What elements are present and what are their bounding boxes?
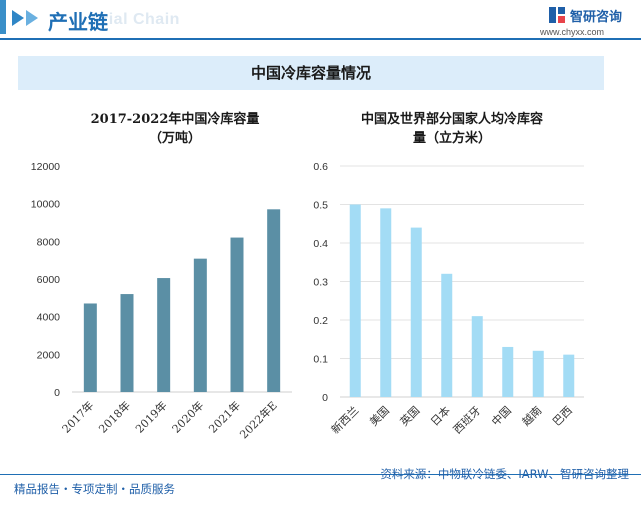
- section-title: 产业链: [48, 10, 108, 34]
- y-tick-label-left: 12000: [31, 161, 60, 173]
- brand-logo-icon: [549, 7, 565, 23]
- chart-title-left-line2: （万吨）: [148, 131, 201, 146]
- x-tick-label-left: 2018年: [96, 398, 133, 435]
- banner-title: 中国冷库容量情况: [250, 64, 371, 82]
- bar-right: [441, 273, 453, 397]
- y-tick-label-left: 6000: [37, 274, 61, 286]
- x-tick-label-left: 2022年E: [237, 398, 280, 441]
- source-note: 资料来源：中物联冷链委、IARW、智研咨询整理: [380, 467, 629, 481]
- x-tick-label-left: 2019年: [132, 398, 169, 435]
- header-accent: [0, 0, 6, 34]
- bar-left: [157, 278, 171, 392]
- y-tick-label-left: 10000: [31, 199, 60, 211]
- bar-right: [410, 227, 422, 397]
- bar-right: [380, 208, 392, 397]
- bar-left: [120, 294, 134, 392]
- footer-rule: [0, 474, 641, 475]
- chart-title-left: 2017-2022年中国冷库容量 （万吨）: [50, 110, 300, 148]
- y-tick-label-right: 0.5: [313, 200, 328, 212]
- x-tick-label-right: 英国: [397, 403, 422, 428]
- bar-left: [83, 303, 97, 392]
- y-tick-label-left: 8000: [37, 236, 61, 248]
- x-tick-label-right: 美国: [367, 404, 392, 429]
- section-subtitle: rial Chain: [102, 11, 180, 28]
- bar-left: [193, 258, 207, 392]
- x-tick-label-left: 2017年: [59, 398, 96, 435]
- x-tick-label-right: 新西兰: [328, 403, 361, 436]
- chart-title-right: 中国及世界部分国家人均冷库容 量（立方米）: [322, 110, 582, 148]
- x-tick-label-right: 中国: [489, 404, 514, 429]
- brand-url: www.chyxx.com: [540, 27, 605, 37]
- x-tick-label-left: 2020年: [169, 398, 206, 435]
- x-tick-label-right: 日本: [427, 403, 452, 428]
- bar-right: [471, 316, 483, 397]
- x-tick-label-right: 越南: [519, 403, 544, 428]
- chevron-right-icon: [26, 10, 38, 26]
- y-tick-label-left: 4000: [37, 312, 61, 324]
- y-tick-label-right: 0: [322, 392, 328, 404]
- y-tick-label-left: 2000: [37, 349, 61, 361]
- banner: 中国冷库容量情况: [18, 56, 604, 90]
- x-tick-label-right: 西班牙: [451, 404, 484, 437]
- bar-right: [563, 354, 575, 397]
- chart-title-right-line2: 量（立方米）: [412, 131, 491, 146]
- y-tick-label-right: 0.2: [313, 315, 328, 327]
- x-tick-label-right: 巴西: [550, 404, 575, 429]
- bar-right: [502, 346, 514, 397]
- brand-name: 智研咨询: [570, 10, 623, 25]
- charts-canvas: 0 2000 4000 6000 8000 10000 12000 2017年 2018年 201…: [31, 161, 584, 441]
- x-tick-label-left: 2021年: [206, 398, 243, 435]
- bar-right: [349, 204, 361, 397]
- chart-title-left-line1: 2017-2022年中国冷库容量: [90, 112, 260, 127]
- bar-left: [267, 209, 281, 392]
- y-tick-label-right: 0.3: [313, 277, 328, 289]
- y-tick-label-right: 0.6: [313, 161, 328, 173]
- y-tick-label-right: 0.4: [313, 238, 328, 250]
- y-tick-label-right: 0.1: [313, 354, 328, 366]
- chart-title-right-line1: 中国及世界部分国家人均冷库容: [360, 112, 543, 127]
- header-rule: [0, 38, 641, 40]
- header-bar: rial Chain 产业链 智研咨询 www.chyxx.com: [0, 0, 641, 40]
- y-tick-label-left: 0: [54, 387, 60, 399]
- bar-left: [230, 237, 244, 392]
- chevron-right-icon: [12, 10, 24, 26]
- footer-slogan: 精品报告・专项定制・品质服务: [14, 482, 175, 496]
- bar-right: [532, 350, 544, 397]
